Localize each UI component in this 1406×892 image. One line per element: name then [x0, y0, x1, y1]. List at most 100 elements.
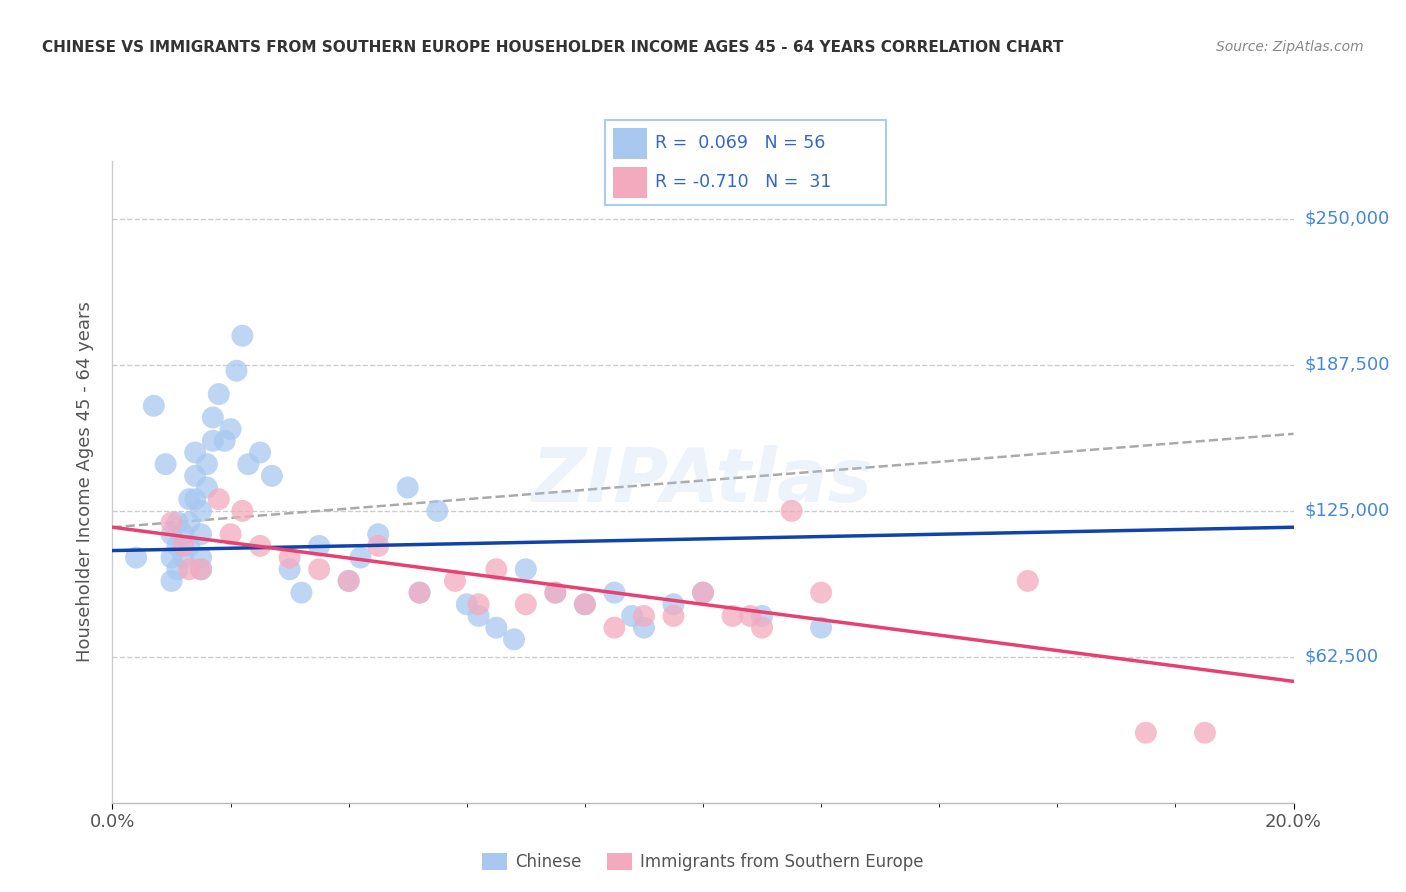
Point	[574, 597, 596, 611]
Point	[544, 585, 567, 599]
Point	[160, 516, 183, 530]
Point	[249, 539, 271, 553]
Point	[633, 609, 655, 624]
Point	[195, 457, 218, 471]
Point	[692, 585, 714, 599]
Point	[515, 562, 537, 576]
Point	[249, 445, 271, 459]
Point	[574, 597, 596, 611]
Point	[160, 550, 183, 565]
Point	[503, 632, 526, 647]
Point	[367, 527, 389, 541]
Point	[367, 539, 389, 553]
Text: R = -0.710   N =  31: R = -0.710 N = 31	[655, 173, 831, 191]
Point	[208, 387, 231, 401]
Point	[238, 457, 260, 471]
Text: $250,000: $250,000	[1305, 210, 1391, 228]
Point	[810, 585, 832, 599]
Point	[467, 597, 489, 611]
Point	[155, 457, 177, 471]
Point	[485, 562, 508, 576]
Point	[166, 539, 188, 553]
Point	[633, 621, 655, 635]
Point	[179, 562, 201, 576]
Point	[544, 585, 567, 599]
Point	[260, 468, 283, 483]
Text: R =  0.069   N = 56: R = 0.069 N = 56	[655, 135, 825, 153]
Point	[142, 399, 165, 413]
Point	[603, 621, 626, 635]
Point	[190, 504, 212, 518]
Point	[740, 609, 762, 624]
Point	[179, 539, 201, 553]
Point	[201, 434, 224, 448]
Point	[184, 492, 207, 507]
Point	[485, 621, 508, 635]
Point	[201, 410, 224, 425]
Point	[214, 434, 236, 448]
Text: Source: ZipAtlas.com: Source: ZipAtlas.com	[1216, 40, 1364, 54]
Point	[184, 468, 207, 483]
Point	[179, 516, 201, 530]
Text: ZIPAtlas: ZIPAtlas	[533, 445, 873, 518]
Point	[515, 597, 537, 611]
Point	[190, 562, 212, 576]
Point	[172, 527, 194, 541]
Point	[621, 609, 644, 624]
Point	[408, 585, 430, 599]
Point	[444, 574, 467, 588]
Point	[1194, 725, 1216, 739]
Point	[426, 504, 449, 518]
Point	[179, 492, 201, 507]
Point	[190, 550, 212, 565]
Point	[166, 516, 188, 530]
Bar	[613, 128, 647, 159]
Text: $125,000: $125,000	[1305, 502, 1391, 520]
Point	[195, 481, 218, 495]
Point	[467, 609, 489, 624]
Point	[396, 481, 419, 495]
Point	[1017, 574, 1039, 588]
Point	[751, 609, 773, 624]
Point	[166, 562, 188, 576]
Point	[184, 445, 207, 459]
Point	[456, 597, 478, 611]
Point	[810, 621, 832, 635]
Point	[160, 574, 183, 588]
Point	[219, 422, 242, 436]
Text: $62,500: $62,500	[1305, 648, 1379, 665]
Point	[172, 550, 194, 565]
Point	[662, 609, 685, 624]
Point	[408, 585, 430, 599]
Bar	[613, 167, 647, 197]
Point	[1135, 725, 1157, 739]
Point	[603, 585, 626, 599]
Point	[208, 492, 231, 507]
Text: CHINESE VS IMMIGRANTS FROM SOUTHERN EUROPE HOUSEHOLDER INCOME AGES 45 - 64 YEARS: CHINESE VS IMMIGRANTS FROM SOUTHERN EURO…	[42, 40, 1063, 55]
Y-axis label: Householder Income Ages 45 - 64 years: Householder Income Ages 45 - 64 years	[76, 301, 94, 662]
Point	[721, 609, 744, 624]
Point	[231, 328, 253, 343]
Point	[190, 527, 212, 541]
Point	[780, 504, 803, 518]
Point	[662, 597, 685, 611]
Point	[160, 527, 183, 541]
Point	[337, 574, 360, 588]
Text: $187,500: $187,500	[1305, 356, 1391, 374]
Point	[349, 550, 371, 565]
Point	[751, 621, 773, 635]
Point	[219, 527, 242, 541]
Point	[231, 504, 253, 518]
Point	[290, 585, 312, 599]
Point	[278, 562, 301, 576]
Point	[337, 574, 360, 588]
Point	[190, 562, 212, 576]
Point	[125, 550, 148, 565]
Legend: Chinese, Immigrants from Southern Europe: Chinese, Immigrants from Southern Europe	[475, 847, 931, 878]
Point	[308, 539, 330, 553]
Point	[172, 539, 194, 553]
Point	[692, 585, 714, 599]
Point	[308, 562, 330, 576]
Point	[225, 364, 247, 378]
Point	[278, 550, 301, 565]
